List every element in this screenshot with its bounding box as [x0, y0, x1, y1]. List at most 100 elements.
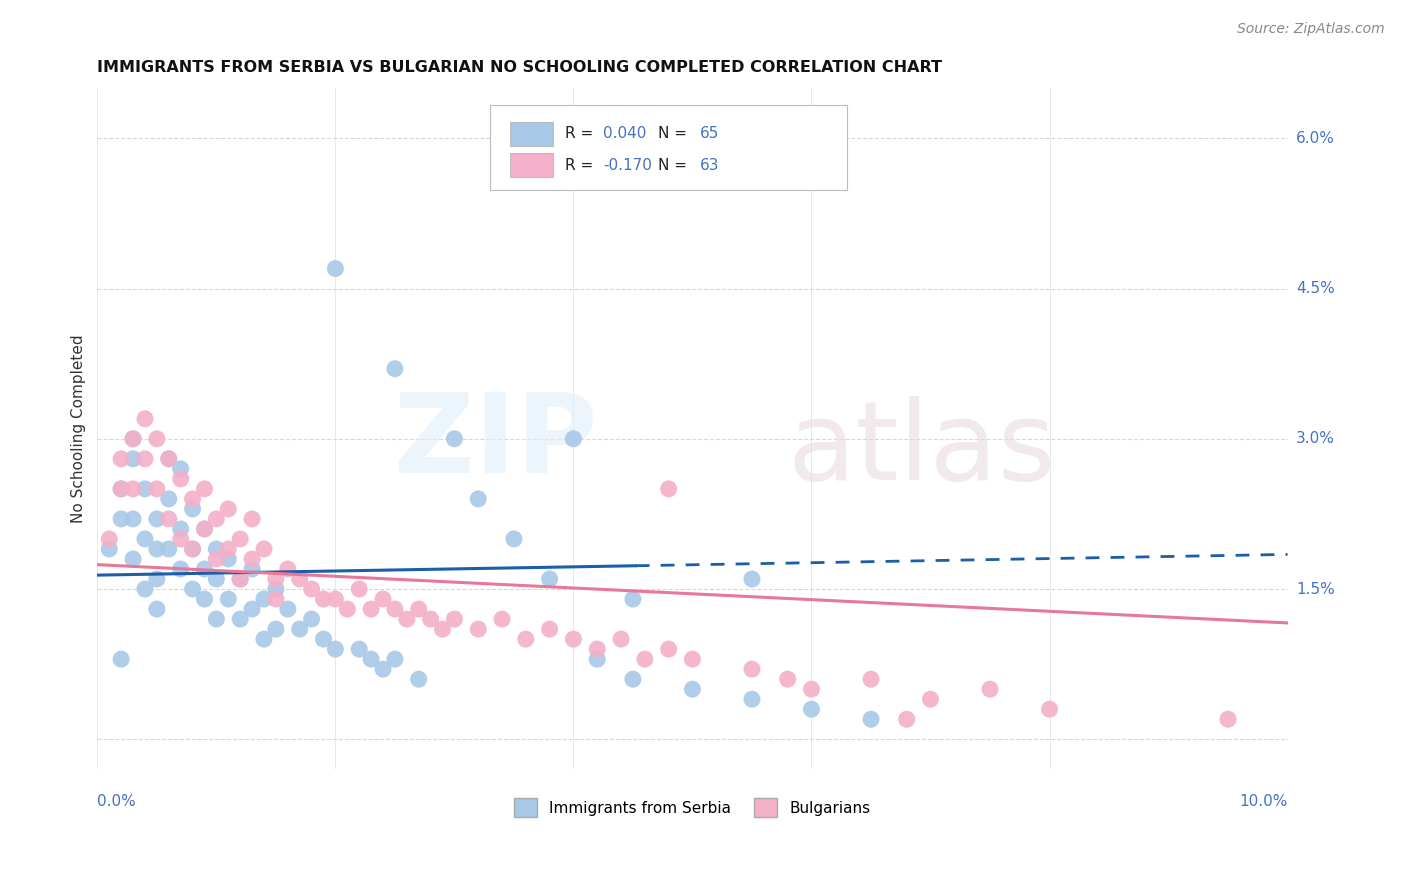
- Point: [217, 592, 239, 607]
- Point: [325, 592, 347, 607]
- Point: [110, 482, 132, 496]
- Text: 65: 65: [700, 127, 718, 141]
- Point: [538, 622, 561, 636]
- Point: [217, 552, 239, 566]
- Point: [979, 682, 1001, 697]
- Point: [146, 541, 169, 556]
- Point: [122, 552, 145, 566]
- Point: [205, 612, 228, 626]
- Point: [122, 432, 145, 446]
- Point: [419, 612, 441, 626]
- Point: [347, 642, 370, 657]
- Text: R =: R =: [565, 127, 598, 141]
- Point: [264, 572, 287, 586]
- Point: [491, 612, 513, 626]
- Text: 4.5%: 4.5%: [1296, 281, 1334, 296]
- Point: [122, 512, 145, 526]
- Point: [586, 652, 609, 666]
- Point: [98, 541, 121, 556]
- Point: [181, 582, 204, 596]
- Point: [205, 512, 228, 526]
- Point: [776, 672, 799, 686]
- Point: [169, 522, 191, 536]
- Point: [658, 642, 681, 657]
- FancyBboxPatch shape: [510, 121, 553, 146]
- Point: [193, 522, 215, 536]
- Point: [741, 692, 763, 706]
- Text: atlas: atlas: [787, 396, 1056, 503]
- Legend: Immigrants from Serbia, Bulgarians: Immigrants from Serbia, Bulgarians: [508, 792, 877, 823]
- Point: [395, 612, 418, 626]
- Point: [301, 582, 323, 596]
- Point: [98, 532, 121, 546]
- Point: [240, 562, 263, 576]
- Point: [240, 512, 263, 526]
- Point: [193, 522, 215, 536]
- Point: [240, 552, 263, 566]
- Point: [229, 572, 252, 586]
- Point: [229, 532, 252, 546]
- Text: Source: ZipAtlas.com: Source: ZipAtlas.com: [1237, 22, 1385, 37]
- Point: [240, 602, 263, 616]
- Point: [347, 582, 370, 596]
- Point: [681, 652, 703, 666]
- Point: [360, 652, 382, 666]
- Point: [336, 602, 359, 616]
- Point: [110, 451, 132, 466]
- FancyBboxPatch shape: [510, 153, 553, 178]
- Text: 10.0%: 10.0%: [1239, 794, 1288, 809]
- Point: [253, 592, 276, 607]
- Point: [621, 672, 644, 686]
- Point: [264, 622, 287, 636]
- Point: [562, 432, 585, 446]
- Point: [205, 572, 228, 586]
- Point: [134, 532, 156, 546]
- Point: [658, 482, 681, 496]
- Text: 1.5%: 1.5%: [1296, 582, 1334, 597]
- Text: 6.0%: 6.0%: [1296, 131, 1334, 146]
- Point: [443, 612, 465, 626]
- Point: [264, 582, 287, 596]
- Point: [312, 592, 335, 607]
- Point: [193, 562, 215, 576]
- Text: N =: N =: [658, 127, 692, 141]
- Point: [288, 572, 311, 586]
- Point: [408, 672, 430, 686]
- Point: [301, 612, 323, 626]
- Point: [1038, 702, 1060, 716]
- Point: [134, 411, 156, 425]
- Point: [169, 562, 191, 576]
- Point: [181, 541, 204, 556]
- Point: [467, 491, 489, 506]
- Point: [562, 632, 585, 646]
- Point: [193, 592, 215, 607]
- Point: [157, 451, 180, 466]
- Point: [288, 622, 311, 636]
- Point: [621, 592, 644, 607]
- Point: [896, 712, 918, 726]
- Point: [371, 592, 394, 607]
- Point: [360, 602, 382, 616]
- Point: [277, 602, 299, 616]
- Point: [146, 432, 169, 446]
- Point: [586, 642, 609, 657]
- Point: [181, 502, 204, 516]
- Point: [157, 491, 180, 506]
- Point: [146, 482, 169, 496]
- Point: [181, 541, 204, 556]
- Point: [277, 562, 299, 576]
- Point: [157, 512, 180, 526]
- Point: [181, 491, 204, 506]
- Point: [134, 482, 156, 496]
- Point: [229, 572, 252, 586]
- Point: [134, 582, 156, 596]
- Point: [146, 602, 169, 616]
- Point: [122, 482, 145, 496]
- Point: [371, 662, 394, 676]
- Point: [634, 652, 657, 666]
- Point: [122, 432, 145, 446]
- Point: [169, 462, 191, 476]
- Point: [110, 482, 132, 496]
- Text: 3.0%: 3.0%: [1296, 432, 1334, 446]
- Point: [157, 541, 180, 556]
